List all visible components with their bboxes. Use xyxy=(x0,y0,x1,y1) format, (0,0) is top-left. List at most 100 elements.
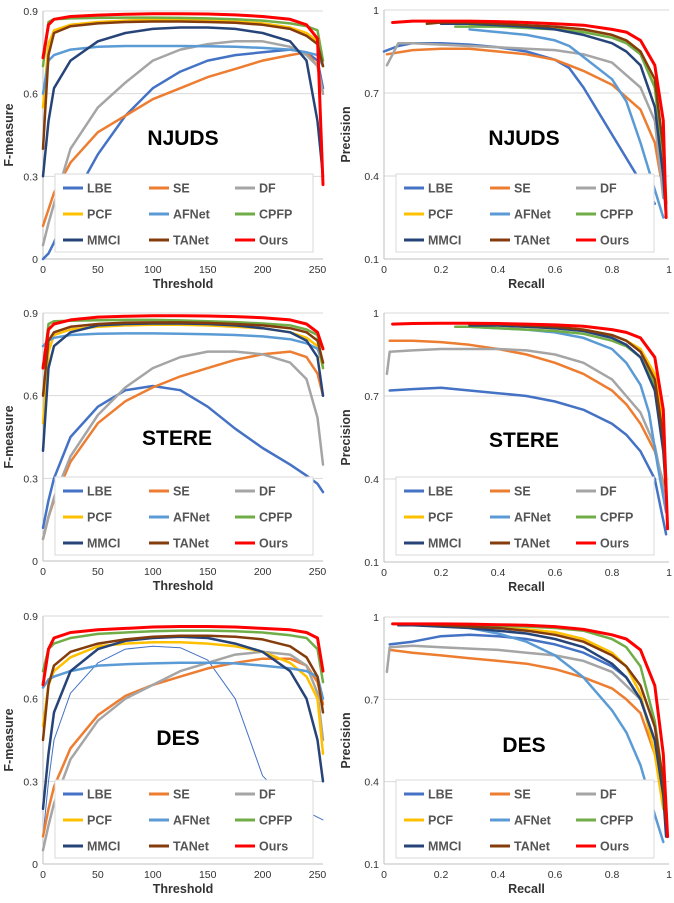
y-tick-label: 0.6 xyxy=(23,694,38,706)
y-tick-label: 1 xyxy=(373,612,379,624)
x-tick-label: 50 xyxy=(92,264,104,276)
legend-label-lbe: LBE xyxy=(428,485,453,499)
x-axis-label: Recall xyxy=(508,580,545,594)
legend-box xyxy=(54,779,314,859)
series-se xyxy=(388,648,668,811)
legend-label-df: DF xyxy=(259,485,276,499)
series-se xyxy=(388,339,668,495)
chart-des-fmeasure: 0 0.3 0.6 0.9 0 50 100 150 200 250 Threshold F-meas… xyxy=(2,611,326,896)
x-axis-label: Threshold xyxy=(153,579,213,593)
x-tick-label: 250 xyxy=(309,566,327,578)
legend-label-tanet: TANet xyxy=(514,537,551,551)
x-tick-label: 0.2 xyxy=(434,567,449,579)
x-tick-label: 50 xyxy=(92,566,104,578)
legend-label-afnet: AFNet xyxy=(173,814,211,828)
y-tick-label: 0.7 xyxy=(364,694,379,706)
legend-label-tanet: TANet xyxy=(514,234,551,248)
legend-box xyxy=(395,779,655,859)
legend-label-afnet: AFNet xyxy=(173,511,211,525)
x-tick-label: 0.2 xyxy=(434,869,449,881)
y-tick-label: 0 xyxy=(32,556,38,568)
legend-label-ours: Ours xyxy=(259,840,288,854)
legend-label-ours: Ours xyxy=(259,537,288,551)
y-tick-label: 1 xyxy=(373,5,379,17)
x-axis-label: Threshold xyxy=(153,882,213,896)
y-axis-label: F-measure xyxy=(2,405,16,468)
legend-label-se: SE xyxy=(514,485,531,499)
x-tick-label: 200 xyxy=(254,869,272,881)
chart-des-pr: 0.1 0.4 0.7 1 0 0.2 0.4 0.6 0.8 1 Recall Precision D… xyxy=(339,612,672,896)
legend-label-lbe: LBE xyxy=(87,788,112,802)
legend-label-pcf: PCF xyxy=(87,208,112,222)
legend-label-cpfp: CPFP xyxy=(259,208,292,222)
y-tick-label: 0.4 xyxy=(364,474,379,486)
chart-stere-fmeasure: 0 0.3 0.6 0.9 0 50 100 150 200 250 Threshold F-meas… xyxy=(2,308,327,593)
x-tick-label: 0.8 xyxy=(605,869,620,881)
x-tick-label: 0.4 xyxy=(491,567,506,579)
legend-label-cpfp: CPFP xyxy=(259,511,292,525)
legend-label-pcf: PCF xyxy=(87,814,112,828)
legend-label-cpfp: CPFP xyxy=(600,208,633,222)
x-tick-label: 0.4 xyxy=(491,264,506,276)
series-tanet xyxy=(41,634,325,742)
y-tick-label: 0 xyxy=(32,859,38,871)
x-tick-label: 100 xyxy=(144,869,162,881)
series-afnet xyxy=(468,28,665,219)
x-axis-label: Threshold xyxy=(153,277,213,291)
chart-njuds-pr: 0.1 0.4 0.7 1 0 0.2 0.4 0.6 0.8 1 Recall Precision N… xyxy=(339,5,672,291)
legend-box xyxy=(54,476,314,556)
x-axis-label: Recall xyxy=(508,277,545,291)
y-tick-label: 0.6 xyxy=(23,391,38,403)
dataset-title: DES xyxy=(156,727,199,750)
y-tick-label: 0.9 xyxy=(23,308,38,320)
legend-label-tanet: TANet xyxy=(173,537,210,551)
series-ours xyxy=(391,19,668,219)
legend-label-pcf: PCF xyxy=(87,511,112,525)
legend-label-df: DF xyxy=(600,485,617,499)
series-afnet xyxy=(41,661,325,700)
x-tick-label: 0.8 xyxy=(605,264,620,276)
series-cpfp xyxy=(41,629,325,684)
legend-label-pcf: PCF xyxy=(428,511,453,525)
series-lbe xyxy=(388,386,668,536)
x-tick-label: 0.8 xyxy=(605,567,620,579)
legend-label-lbe: LBE xyxy=(87,485,112,499)
y-tick-label: 0.1 xyxy=(364,254,379,266)
y-tick-label: 0.1 xyxy=(364,557,379,569)
series-mmci xyxy=(41,26,325,178)
series-ours xyxy=(391,622,670,839)
y-tick-label: 0.6 xyxy=(23,89,38,101)
legend-label-se: SE xyxy=(514,788,531,802)
series-df xyxy=(385,347,668,503)
series-lbe xyxy=(41,384,325,530)
x-tick-label: 250 xyxy=(309,264,327,276)
x-tick-label: 0 xyxy=(40,566,46,578)
legend-label-lbe: LBE xyxy=(428,182,453,196)
x-tick-label: 0.2 xyxy=(434,264,449,276)
series-pcf xyxy=(41,18,325,109)
dataset-title: NJUDS xyxy=(147,127,218,150)
series-afnet xyxy=(41,332,325,364)
legend-label-se: SE xyxy=(173,182,190,196)
x-tick-label: 0 xyxy=(40,264,46,276)
series-ours xyxy=(391,321,670,531)
legend-label-df: DF xyxy=(259,788,276,802)
series-pcf xyxy=(41,323,325,425)
legend-label-tanet: TANet xyxy=(173,234,210,248)
legend-label-tanet: TANet xyxy=(173,840,210,854)
legend-label-df: DF xyxy=(259,182,276,196)
x-tick-label: 150 xyxy=(199,264,217,276)
legend-label-afnet: AFNet xyxy=(514,814,552,828)
y-tick-label: 1 xyxy=(373,308,379,320)
y-tick-label: 0.9 xyxy=(23,611,38,623)
legend-label-df: DF xyxy=(600,788,617,802)
y-axis-label: F-measure xyxy=(2,708,16,771)
series-tanet xyxy=(41,20,325,151)
legend-label-mmci: MMCI xyxy=(428,234,461,248)
x-tick-label: 1 xyxy=(666,567,672,579)
x-tick-label: 150 xyxy=(199,869,217,881)
legend-box xyxy=(54,173,314,253)
legend-label-mmci: MMCI xyxy=(87,840,120,854)
legend-label-ours: Ours xyxy=(600,537,629,551)
x-tick-label: 1 xyxy=(666,264,672,276)
